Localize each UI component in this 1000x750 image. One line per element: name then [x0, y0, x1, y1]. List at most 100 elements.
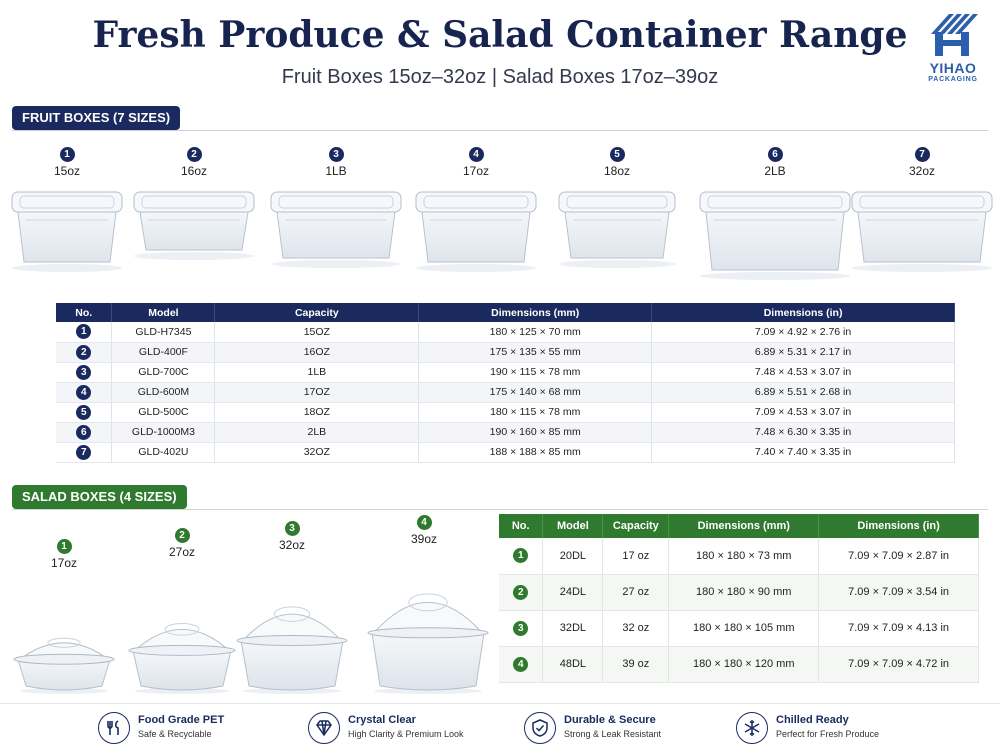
- row-number-badge: 2: [513, 584, 529, 600]
- row-number-cell: 6: [56, 422, 113, 443]
- fruit-box-illustrations: [11, 191, 993, 280]
- row-number-cell: 4: [499, 646, 544, 683]
- table-cell: 20DL: [542, 538, 604, 575]
- salad-item-4: 4 39oz: [384, 512, 464, 546]
- salad-section-divider: [12, 509, 988, 510]
- table-cell: 16OZ: [214, 342, 420, 363]
- column-header: Dimensions (mm): [418, 303, 653, 322]
- table-cell: 1LB: [214, 362, 420, 383]
- table-row: 6 GLD-1000M3 2LB 190 × 160 × 85 mm 7.48 × 6.…: [56, 422, 955, 443]
- table-row: 3 32DL 32 oz 180 × 180 × 105 mm 7.09 × 7.09 …: [499, 610, 979, 647]
- feature-title: Crystal Clear: [348, 714, 416, 726]
- fruit-item-5: 5 18oz: [562, 144, 672, 178]
- item-capacity: 17oz: [462, 164, 490, 178]
- table-cell: GLD-600M: [111, 382, 216, 403]
- column-header: Dimensions (mm): [668, 514, 820, 538]
- row-number-cell: 5: [56, 402, 113, 423]
- table-cell: 180 × 180 × 105 mm: [668, 610, 820, 647]
- row-number-badge: 6: [76, 424, 92, 440]
- table-cell: GLD-700C: [111, 362, 216, 383]
- page-title: Fresh Produce & Salad Container Range: [92, 14, 908, 56]
- column-header: Dimensions (in): [818, 514, 979, 538]
- feature-title: Chilled Ready: [776, 714, 849, 726]
- table-cell: 190 × 160 × 85 mm: [418, 422, 653, 443]
- column-header: Capacity: [214, 303, 420, 322]
- row-number-cell: 2: [499, 574, 544, 611]
- item-number-badge: 6: [767, 147, 783, 162]
- table-cell: 7.09 × 7.09 × 4.72 in: [818, 646, 979, 683]
- table-row: 1 20DL 17 oz 180 × 180 × 73 mm 7.09 × 7.09 ×…: [499, 538, 979, 575]
- column-header: No.: [56, 303, 113, 322]
- item-number-badge: 3: [284, 521, 300, 536]
- fruit-box-image: [270, 191, 402, 268]
- page-subtitle: Fruit Boxes 15oz–32oz | Salad Boxes 17oz…: [281, 66, 719, 88]
- table-row: 4 48DL 39 oz 180 × 180 × 120 mm 7.09 × 7.09 …: [499, 646, 979, 683]
- fork-knife-icon: [98, 712, 130, 744]
- table-row: 2 24DL 27 oz 180 × 180 × 90 mm 7.09 × 7.09 ×…: [499, 574, 979, 611]
- table-cell: 7.09 × 7.09 × 2.87 in: [818, 538, 979, 575]
- item-capacity: 2LB: [764, 164, 786, 178]
- column-header: Model: [111, 303, 216, 322]
- table-row: 2 GLD-400F 16OZ 175 × 135 × 55 mm 6.89 × 5.3…: [56, 342, 955, 363]
- table-row: 7 GLD-402U 32OZ 188 × 188 × 85 mm 7.40 × 7.4…: [56, 442, 955, 463]
- table-cell: 32DL: [542, 610, 604, 647]
- fruit-item-6: 6 2LB: [720, 144, 830, 178]
- table-cell: GLD-H7345: [111, 322, 216, 343]
- row-number-badge: 4: [76, 384, 92, 400]
- item-capacity: 32oz: [908, 164, 936, 178]
- fruit-item-1: 1 15oz: [12, 144, 122, 178]
- fruit-item-7: 7 32oz: [867, 144, 977, 178]
- item-number-badge: 3: [328, 147, 344, 162]
- table-cell: 6.89 × 5.31 × 2.17 in: [651, 342, 955, 363]
- table-cell: 180 × 180 × 73 mm: [668, 538, 820, 575]
- diamond-icon: [308, 712, 340, 744]
- feature-title: Food Grade PET: [138, 714, 225, 726]
- item-number-badge: 2: [186, 147, 202, 162]
- table-cell: GLD-402U: [111, 442, 216, 463]
- table-cell: 7.09 × 7.09 × 3.54 in: [818, 574, 979, 611]
- item-number-badge: 4: [468, 147, 484, 162]
- column-header: No.: [499, 514, 544, 538]
- row-number-badge: 4: [513, 656, 529, 672]
- brand-name: YIHAO: [929, 60, 977, 76]
- table-cell: 180 × 125 × 70 mm: [418, 322, 653, 343]
- feature-desc: Perfect for Fresh Produce: [776, 729, 880, 739]
- table-cell: 6.89 × 5.51 × 2.68 in: [651, 382, 955, 403]
- table-cell: 7.09 × 7.09 × 4.13 in: [818, 610, 979, 647]
- row-number-badge: 5: [76, 404, 92, 420]
- feature-title: Durable & Secure: [564, 714, 656, 726]
- item-capacity: 27oz: [168, 545, 196, 559]
- row-number-badge: 3: [513, 620, 529, 636]
- item-capacity: 1LB: [325, 164, 347, 178]
- table-cell: 180 × 180 × 90 mm: [668, 574, 820, 611]
- item-capacity: 17oz: [50, 556, 78, 570]
- item-number-badge: 1: [56, 539, 72, 554]
- item-capacity: 32oz: [278, 538, 306, 552]
- salad-bowl-image: [367, 593, 489, 694]
- fruit-item-3: 3 1LB: [281, 144, 391, 178]
- table-cell: 7.48 × 6.30 × 3.35 in: [651, 422, 955, 443]
- table-cell: 15OZ: [214, 322, 420, 343]
- table-cell: 2LB: [214, 422, 420, 443]
- brand-logo: YIHAO PACKAGING: [918, 12, 988, 92]
- item-capacity: 16oz: [180, 164, 208, 178]
- table-cell: 180 × 115 × 78 mm: [418, 402, 653, 423]
- feature-desc: Strong & Leak Resistant: [564, 729, 662, 739]
- table-cell: GLD-400F: [111, 342, 216, 363]
- salad-bowl-illustrations: [13, 593, 489, 694]
- salad-bowl-image: [128, 623, 236, 694]
- row-number-cell: 3: [56, 362, 113, 383]
- item-number-badge: 1: [59, 147, 75, 162]
- salad-item-3: 3 32oz: [252, 518, 332, 552]
- header: Fresh Produce & Salad Container Range Fr…: [0, 0, 1000, 100]
- fruit-box-image: [11, 191, 123, 272]
- table-cell: 188 × 188 × 85 mm: [418, 442, 653, 463]
- column-header: Model: [542, 514, 604, 538]
- brand-subname: PACKAGING: [928, 76, 978, 83]
- salad-spec-table: No. Model Capacity Dimensions (mm) Dimension…: [499, 514, 979, 683]
- item-number-badge: 7: [914, 147, 930, 162]
- table-cell: 24DL: [542, 574, 604, 611]
- fruit-item-2: 2 16oz: [139, 144, 249, 178]
- shield-check-icon: [524, 712, 556, 744]
- item-capacity: 18oz: [603, 164, 631, 178]
